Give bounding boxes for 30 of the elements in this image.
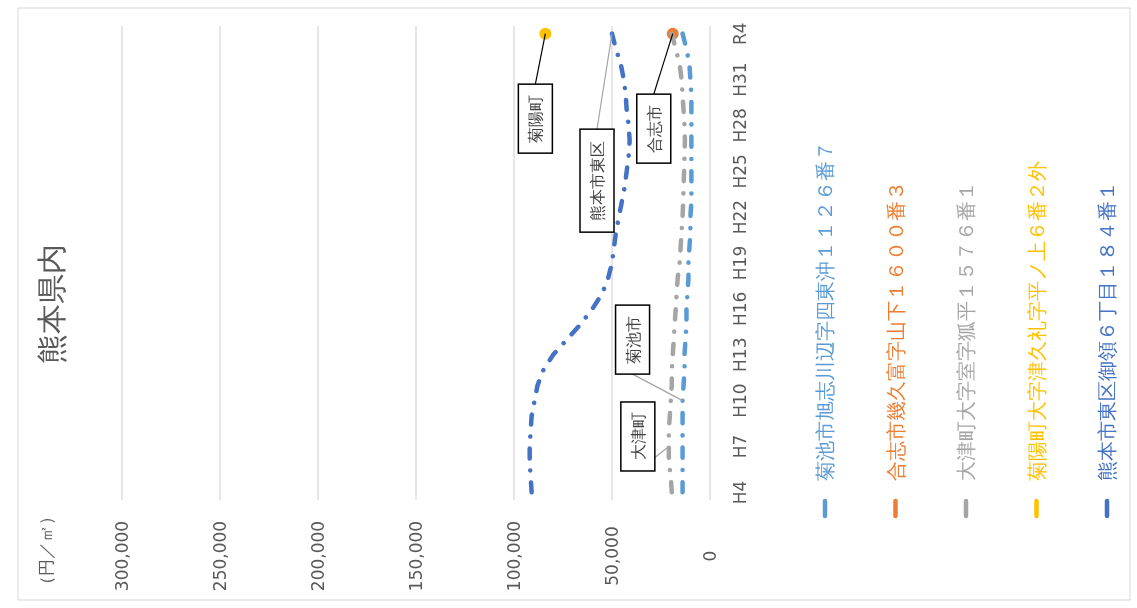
text: 熊本県内 [34,244,69,364]
y-tick-label: H13 [730,337,750,372]
x-tick-label: 300,000 [112,520,132,592]
annotation: 合志市 [644,104,664,153]
annotation: 大津町 [628,412,648,461]
annotation: 熊本市東区 [588,140,607,221]
y-tick-label: R4 [730,22,750,45]
legend-entry: 合志市幾久富字山下１６００番３ [883,181,908,519]
x-tick-label: 50,000 [602,526,622,586]
legend-entry: 熊本市東区御領６丁目１８４番１ [1095,181,1119,519]
y-tick-label: H25 [730,154,750,189]
y-tick-label: H10 [730,383,750,418]
y-tick-label: H28 [730,108,750,143]
y-tick-label: H22 [730,199,750,235]
y-tick-label: H7 [730,434,750,459]
legend-entry: 大津町大字室字狐平１５７６番１ [954,181,978,519]
y-tick-label: H4 [730,480,750,505]
x-tick-label: 250,000 [210,520,230,592]
legend-entry: 菊陽町大字津久礼字平ノ上６番２外 [1024,161,1049,519]
annotation: 菊池市 [623,315,643,364]
x-tick-label: 100,000 [504,520,524,592]
x-tick-label: 0 [700,550,720,562]
y-tick-label: H31 [730,62,750,97]
legend-entry: 菊池市旭志川辺字四東沖１１２６番７ [813,141,837,519]
y-tick-label: H19 [730,245,750,281]
x-tick-label: 200,000 [308,520,328,592]
text: （円／㎡） [36,507,56,593]
x-tick-label: 150,000 [406,520,426,592]
annotation: 菊陽町 [526,94,546,143]
y-tick-label: H16 [730,291,750,327]
